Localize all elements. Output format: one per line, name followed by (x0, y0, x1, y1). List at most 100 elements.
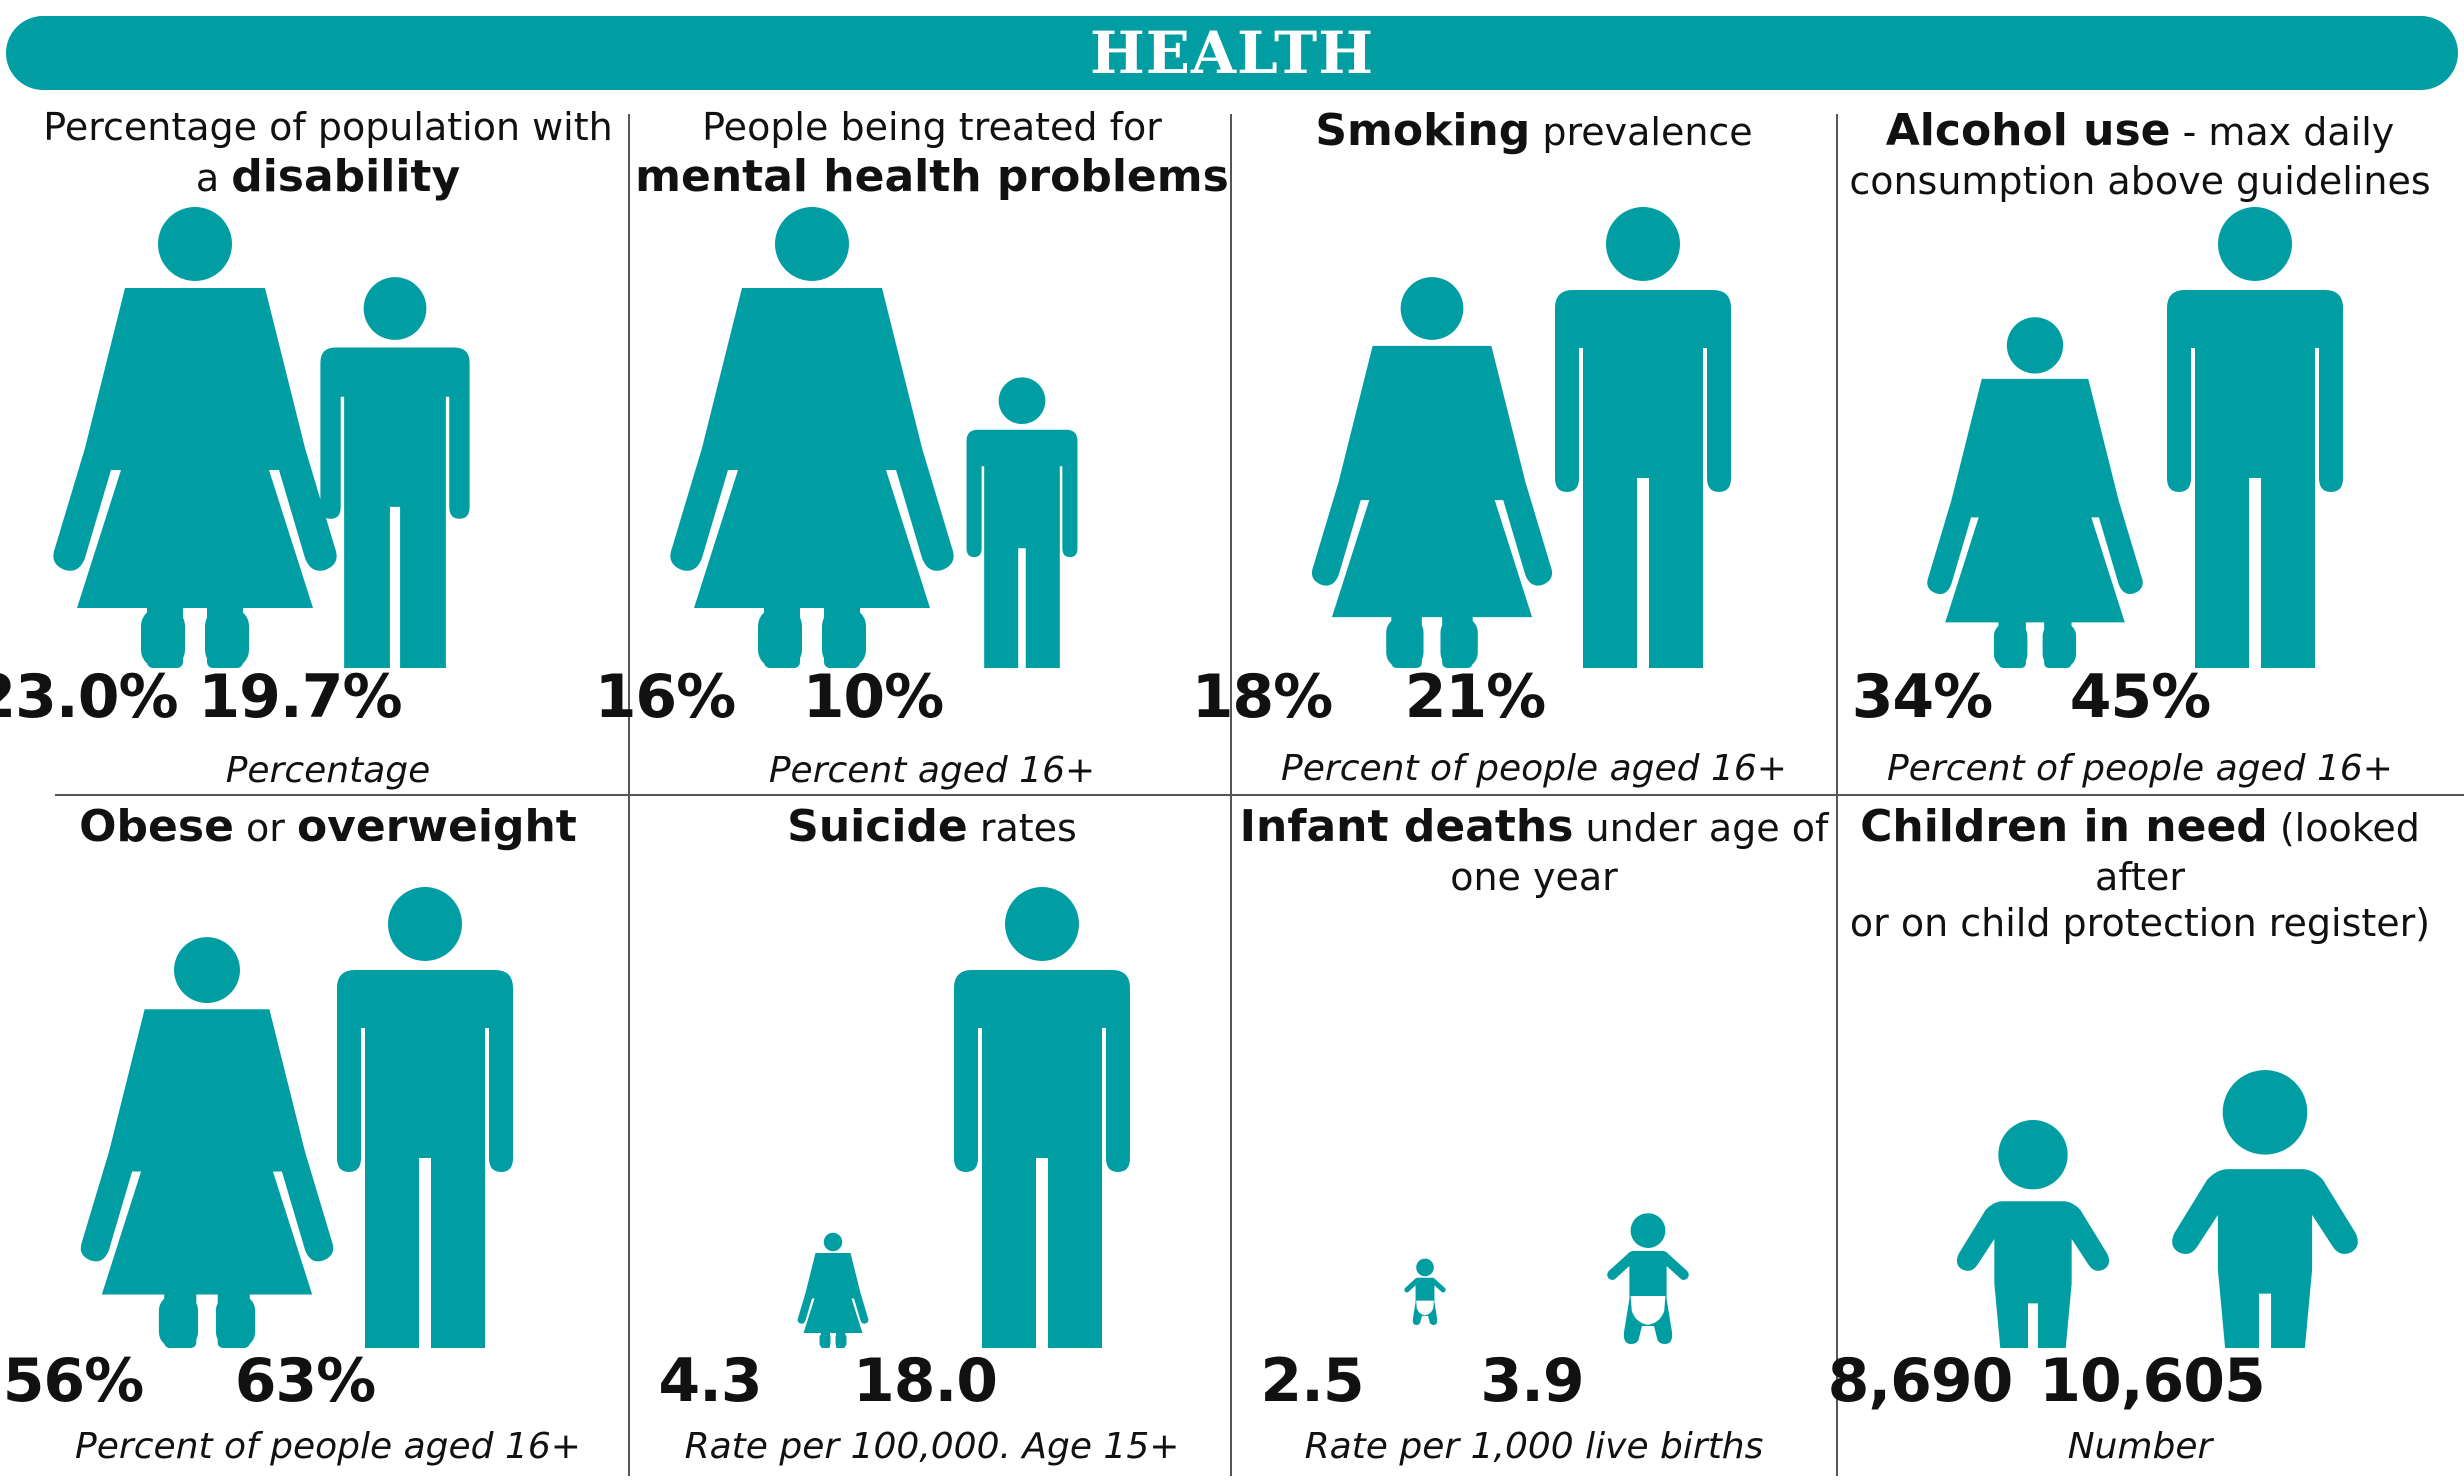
panel-unit-label: Number (2067, 1426, 2213, 1467)
value-female: 18% (1191, 662, 1334, 732)
title-emphasis: Children in need (1860, 801, 2268, 852)
baby-icon (1404, 1258, 1446, 1325)
panel-title-line: Obese or overweight (26, 800, 630, 854)
woman-icon (670, 207, 954, 668)
panel-title-line: Alcohol use - max daily (1838, 104, 2442, 158)
column-divider (1836, 796, 1838, 1476)
panel-unit-label: Percent of people aged 16+ (75, 1426, 581, 1467)
panel-unit-label: Rate per 1,000 live births (1304, 1426, 1764, 1467)
panel-title: Suicide rates (630, 800, 1234, 854)
value-male: 10,605 (2039, 1346, 2266, 1416)
value-female: 2.5 (1260, 1346, 1364, 1416)
panel-title-line: Infant deaths under age of (1232, 800, 1836, 854)
column-divider (628, 114, 630, 794)
value-male: 3.9 (1480, 1346, 1584, 1416)
title-text: rates (967, 806, 1077, 850)
panel-title-line: mental health problems (630, 150, 1234, 204)
value-male: 19.7% (198, 662, 402, 732)
man-icon (320, 277, 470, 669)
title-emphasis: Alcohol use (1885, 105, 2171, 156)
panel-title-line: Smoking prevalence (1232, 104, 1836, 158)
title-emphasis: overweight (296, 801, 577, 852)
panel-title-line: Children in need (looked after (1838, 800, 2442, 900)
girl-icon (1956, 1120, 2110, 1348)
man-icon (1555, 207, 1731, 668)
panel-suicide: Suicide rates 4.3 18.0 Rate per 100,000. Ag… (630, 796, 1234, 1476)
panel-mental-health: People being treated for mental health pr… (595, 100, 1234, 791)
panel-children-in-need: Children in need (looked after or on chil… (1828, 796, 2442, 1476)
woman-icon (797, 1232, 869, 1348)
panel-unit-label: Percent of people aged 16+ (1281, 748, 1787, 789)
man-icon (2167, 207, 2343, 668)
title-text: prevalence (1530, 110, 1753, 154)
panel-title: Alcohol use - max daily consumption above… (1838, 104, 2442, 204)
panel-obesity: Obese or overweight 56% 63% Percent of peop… (3, 796, 630, 1476)
boy-icon (2172, 1070, 2358, 1348)
panel-unit-label: Percent of people aged 16+ (1887, 748, 2393, 789)
man-icon (954, 887, 1130, 1348)
woman-icon (1311, 277, 1553, 669)
title-emphasis: Smoking (1315, 105, 1531, 156)
value-male: 21% (1404, 662, 1547, 732)
value-female: 56% (2, 1346, 145, 1416)
title-text: (looked after (2095, 806, 2420, 899)
value-female: 34% (1851, 662, 1994, 732)
value-male: 10% (802, 662, 945, 732)
section-title: HEALTH (1089, 19, 1375, 87)
man-icon (337, 887, 513, 1348)
panel-title-line: one year (1232, 854, 1836, 900)
panel-title-line: People being treated for (630, 104, 1234, 150)
column-divider (1230, 114, 1232, 794)
title-text: under age of (1573, 806, 1829, 850)
title-text: consumption above guidelines (1849, 158, 2431, 203)
title-text: or (233, 806, 297, 850)
panel-unit-label: Percent aged 16+ (768, 750, 1096, 791)
title-emphasis: Infant deaths (1239, 801, 1574, 852)
title-emphasis: Obese (79, 801, 234, 852)
panel-unit-label: Percentage (225, 750, 431, 791)
value-male: 63% (234, 1346, 377, 1416)
panel-title-line: or on child protection register) (1838, 900, 2442, 946)
panel-title-line: a disability (26, 150, 630, 204)
panel-unit-label: Rate per 100,000. Age 15+ (684, 1426, 1180, 1467)
value-female: 16% (594, 662, 737, 732)
title-emphasis: Suicide (787, 801, 968, 852)
panel-title-line: Percentage of population with (26, 104, 630, 150)
panel-title: Smoking prevalence (1232, 104, 1836, 158)
panel-title: Obese or overweight (26, 800, 630, 854)
title-text: Percentage of population with (43, 105, 613, 149)
title-emphasis: mental health problems (635, 151, 1229, 203)
panel-smoking: Smoking prevalence 18% 21% Percent of peopl… (1192, 100, 1836, 789)
row-divider (55, 794, 2464, 796)
panel-alcohol: Alcohol use - max daily consumption above… (1838, 100, 2442, 789)
title-text: a (195, 156, 232, 201)
value-female: 4.3 (658, 1346, 762, 1416)
title-text: or on child protection register) (1849, 901, 2431, 946)
title-text: one year (1450, 854, 1618, 899)
panel-title: Infant deaths under age of one year (1232, 800, 1836, 900)
woman-icon (53, 207, 337, 668)
title-emphasis: disability (231, 151, 461, 203)
value-female: 23.0% (0, 662, 179, 732)
woman-icon (80, 937, 334, 1348)
title-text: - max daily (2170, 110, 2395, 154)
woman-icon (1927, 317, 2143, 668)
value-female: 8,690 (1827, 1346, 2014, 1416)
panel-title: Children in need (looked after or on chil… (1838, 800, 2442, 946)
panel-title: Percentage of population with a disabilit… (26, 104, 630, 204)
value-male: 45% (2069, 662, 2212, 732)
baby-icon (1607, 1213, 1689, 1344)
panel-disability: Percentage of population with a disabilit… (0, 100, 630, 791)
value-male: 18.0 (852, 1346, 998, 1416)
column-divider (1836, 114, 1838, 794)
panel-infant-deaths: Infant deaths under age of one year 2.5 3.9… (1232, 796, 1836, 1476)
panel-title-line: consumption above guidelines (1838, 158, 2442, 204)
title-text: People being treated for (702, 105, 1162, 149)
panel-title-line: Suicide rates (630, 800, 1234, 854)
panel-title: People being treated for mental health pr… (630, 104, 1234, 204)
column-divider (1230, 796, 1232, 1476)
man-icon (966, 377, 1078, 668)
column-divider (628, 796, 630, 1476)
section-banner: HEALTH (6, 16, 2458, 90)
